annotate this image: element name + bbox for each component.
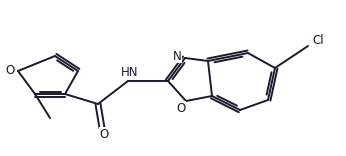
Text: O: O xyxy=(99,127,109,141)
Text: O: O xyxy=(6,64,15,78)
Text: N: N xyxy=(173,49,181,63)
Text: O: O xyxy=(176,102,185,115)
Text: Cl: Cl xyxy=(312,34,324,47)
Text: HN: HN xyxy=(121,66,139,80)
